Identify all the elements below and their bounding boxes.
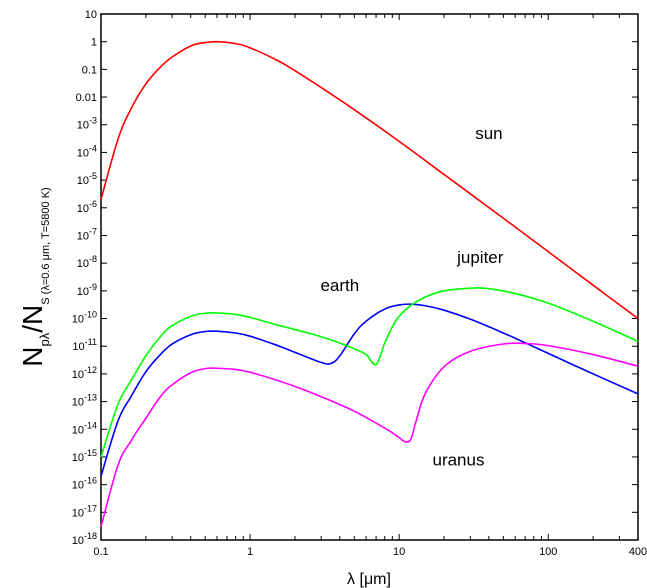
plot-area xyxy=(100,13,639,541)
series-line-uranus xyxy=(100,342,639,528)
series-line-sun xyxy=(100,40,639,320)
y-axis-ticks: 10 1 0.1 0.01 10-3 10-4 10-5 10-6 10-7 10-8 10-9 10… xyxy=(72,9,638,547)
y-tick-label: 10-13 xyxy=(72,393,97,409)
y-tick-label: 10-17 xyxy=(72,503,97,519)
series-label-sun: sun xyxy=(475,124,502,143)
x-axis-title: λ [μm] xyxy=(347,571,391,588)
y-tick-label: 0.1 xyxy=(82,64,97,76)
y-tick-label: 10-16 xyxy=(72,476,97,492)
y-tick-label: 1 xyxy=(91,37,97,49)
x-tick-label: 400 xyxy=(629,546,647,558)
y-tick-label: 10-12 xyxy=(72,365,97,381)
y-tick-label: 10-4 xyxy=(77,143,97,159)
series-labels: sun earth jupiter uranus xyxy=(320,124,503,469)
series-label-earth: earth xyxy=(320,276,359,295)
y-tick-label: 10-10 xyxy=(72,310,97,326)
x-axis-ticks: 0.1 1 10 100 400 xyxy=(93,14,647,558)
series-label-uranus: uranus xyxy=(432,450,484,469)
y-tick-label: 10-7 xyxy=(77,226,97,242)
x-tick-label: 100 xyxy=(539,546,557,558)
y-axis-title-sub1: pλ xyxy=(37,332,52,346)
series-line-jupiter xyxy=(100,287,639,458)
y-tick-label: 10-14 xyxy=(72,420,97,436)
y-tick-label: 10-18 xyxy=(72,531,97,547)
x-tick-label: 0.1 xyxy=(93,546,108,558)
y-tick-label: 10-3 xyxy=(77,116,97,132)
y-tick-label: 10-6 xyxy=(77,199,97,215)
series-label-jupiter: jupiter xyxy=(456,248,504,267)
y-axis-title-main: N xyxy=(17,346,48,366)
y-axis-title-sub2: S (λ=0.6 μm, T=5800 K) xyxy=(40,187,52,304)
y-axis-title: Npλ/NS (λ=0.6 μm, T=5800 K) xyxy=(17,187,52,366)
y-tick-label: 0.01 xyxy=(76,92,97,104)
y-tick-label: 10-11 xyxy=(72,337,97,353)
y-tick-label: 10 xyxy=(85,9,97,21)
x-tick-label: 1 xyxy=(247,546,253,558)
y-tick-label: 10-8 xyxy=(77,254,97,270)
plot-frame xyxy=(100,13,639,541)
series-line-earth xyxy=(100,303,639,477)
y-axis-title-mid: /N xyxy=(17,305,48,333)
y-tick-label: 10-9 xyxy=(77,282,97,298)
y-tick-label: 10-5 xyxy=(77,171,97,187)
series-lines xyxy=(100,40,639,528)
y-tick-label: 10-15 xyxy=(72,448,97,464)
x-tick-label: 10 xyxy=(393,546,405,558)
